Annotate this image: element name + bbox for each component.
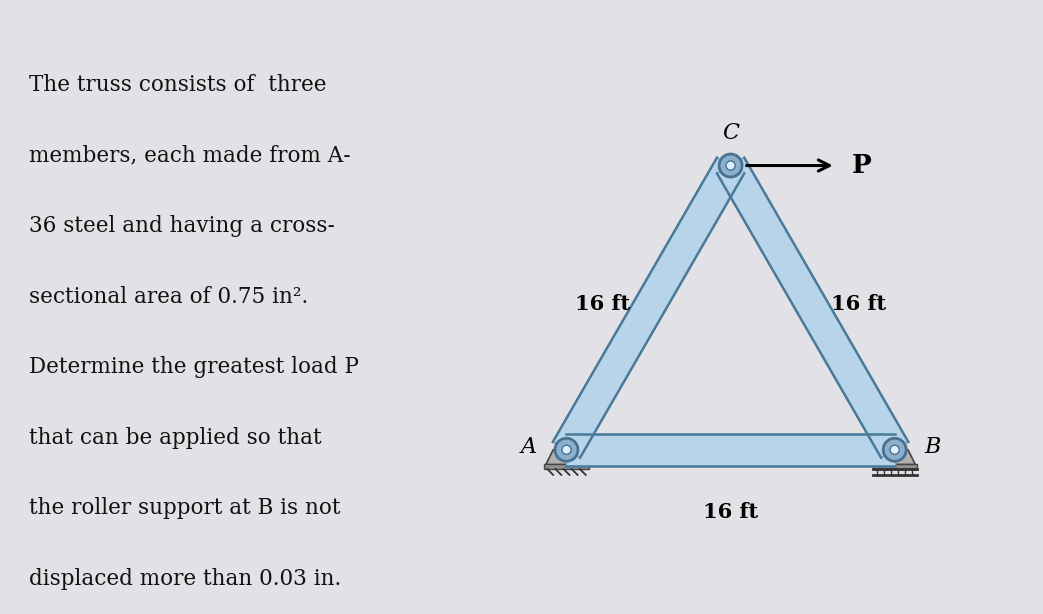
Polygon shape (553, 158, 745, 457)
Text: the roller support at B is not: the roller support at B is not (29, 497, 341, 519)
Circle shape (883, 438, 906, 461)
Text: 16 ft: 16 ft (831, 294, 887, 314)
Circle shape (562, 445, 572, 454)
Bar (873, 464, 917, 469)
Text: A: A (520, 435, 537, 457)
Polygon shape (874, 450, 916, 465)
Text: Determine the greatest load P: Determine the greatest load P (29, 356, 359, 378)
Circle shape (726, 161, 735, 170)
Circle shape (555, 438, 578, 461)
Text: P: P (852, 153, 872, 178)
Text: sectional area of 0.75 in².: sectional area of 0.75 in². (29, 286, 309, 308)
Text: The truss consists of  three: The truss consists of three (29, 74, 326, 96)
Text: 16 ft: 16 ft (575, 294, 630, 314)
Text: that can be applied so that: that can be applied so that (29, 427, 322, 449)
Circle shape (719, 154, 742, 177)
Text: 36 steel and having a cross-: 36 steel and having a cross- (29, 215, 335, 237)
Circle shape (890, 445, 899, 454)
Text: 16 ft: 16 ft (703, 502, 758, 522)
Text: B: B (924, 435, 941, 457)
Polygon shape (566, 434, 895, 465)
Polygon shape (717, 158, 908, 457)
Text: C: C (722, 122, 739, 144)
Text: displaced more than 0.03 in.: displaced more than 0.03 in. (29, 568, 341, 590)
Bar (544, 464, 588, 469)
Polygon shape (545, 450, 587, 465)
Text: members, each made from A-: members, each made from A- (29, 144, 350, 166)
